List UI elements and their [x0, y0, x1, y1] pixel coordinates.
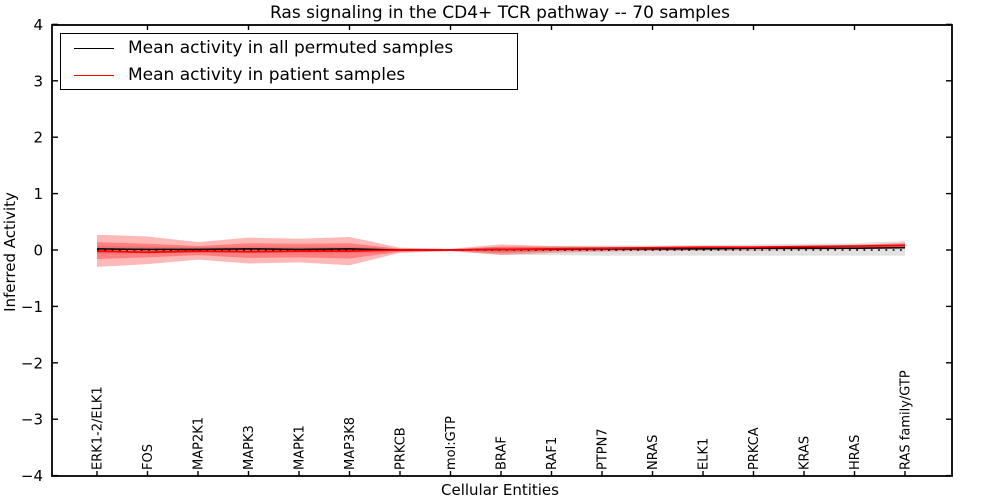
x-tick-label: BRAF — [495, 436, 510, 470]
x-tick-label: RAF1 — [545, 437, 560, 470]
y-tick-label: 0 — [33, 242, 43, 260]
x-tick-label: MAPK3 — [242, 425, 257, 470]
patient-range-inner-band — [97, 242, 905, 260]
x-tick-label: RAS family/GTP — [899, 370, 914, 470]
legend-label: Mean activity in all permuted samples — [128, 38, 454, 58]
x-tick-label: PRKCA — [747, 427, 762, 470]
y-tick-label: 2 — [33, 129, 43, 147]
x-tick-label: MAP3K8 — [343, 417, 358, 470]
x-tick-label: MAP2K1 — [192, 417, 207, 470]
x-tick-label: mol:GTP — [444, 416, 459, 470]
y-tick-label: −2 — [21, 354, 43, 372]
chart-title: Ras signaling in the CD4+ TCR pathway --… — [269, 3, 730, 23]
x-tick-label: ELK1 — [697, 438, 712, 470]
x-tick-label: ERK1-2/ELK1 — [91, 386, 106, 470]
legend-item-permuted: Mean activity in all permuted samples — [61, 35, 517, 61]
y-tick-label: 3 — [33, 72, 43, 90]
legend-line-swatch-patient — [74, 74, 114, 76]
y-tick-label: −4 — [21, 467, 43, 485]
x-tick-label: FOS — [141, 444, 156, 470]
x-tick-label: MAPK1 — [293, 425, 308, 470]
y-tick-label: −1 — [21, 298, 43, 316]
y-axis-label: Inferred Activity — [1, 192, 19, 312]
legend-label: Mean activity in patient samples — [128, 65, 406, 85]
x-axis-label: Cellular Entities — [441, 481, 559, 499]
y-tick-label: −3 — [21, 411, 43, 429]
x-tick-label: PTPN7 — [596, 428, 611, 470]
patient-mean-line — [96, 244, 906, 254]
legend-line-swatch-permuted — [74, 47, 114, 49]
x-tick-label: PRKCB — [394, 427, 409, 470]
y-tick-label: 1 — [33, 185, 43, 203]
x-tick-label: KRAS — [798, 436, 813, 470]
y-tick-label: 4 — [33, 16, 43, 34]
legend: Mean activity in all permuted samples Me… — [60, 33, 518, 90]
patient-range-outer-band — [97, 234, 905, 267]
x-tick-label: NRAS — [646, 435, 661, 470]
legend-item-patient: Mean activity in patient samples — [61, 62, 517, 88]
x-tick-label: HRAS — [848, 435, 863, 470]
